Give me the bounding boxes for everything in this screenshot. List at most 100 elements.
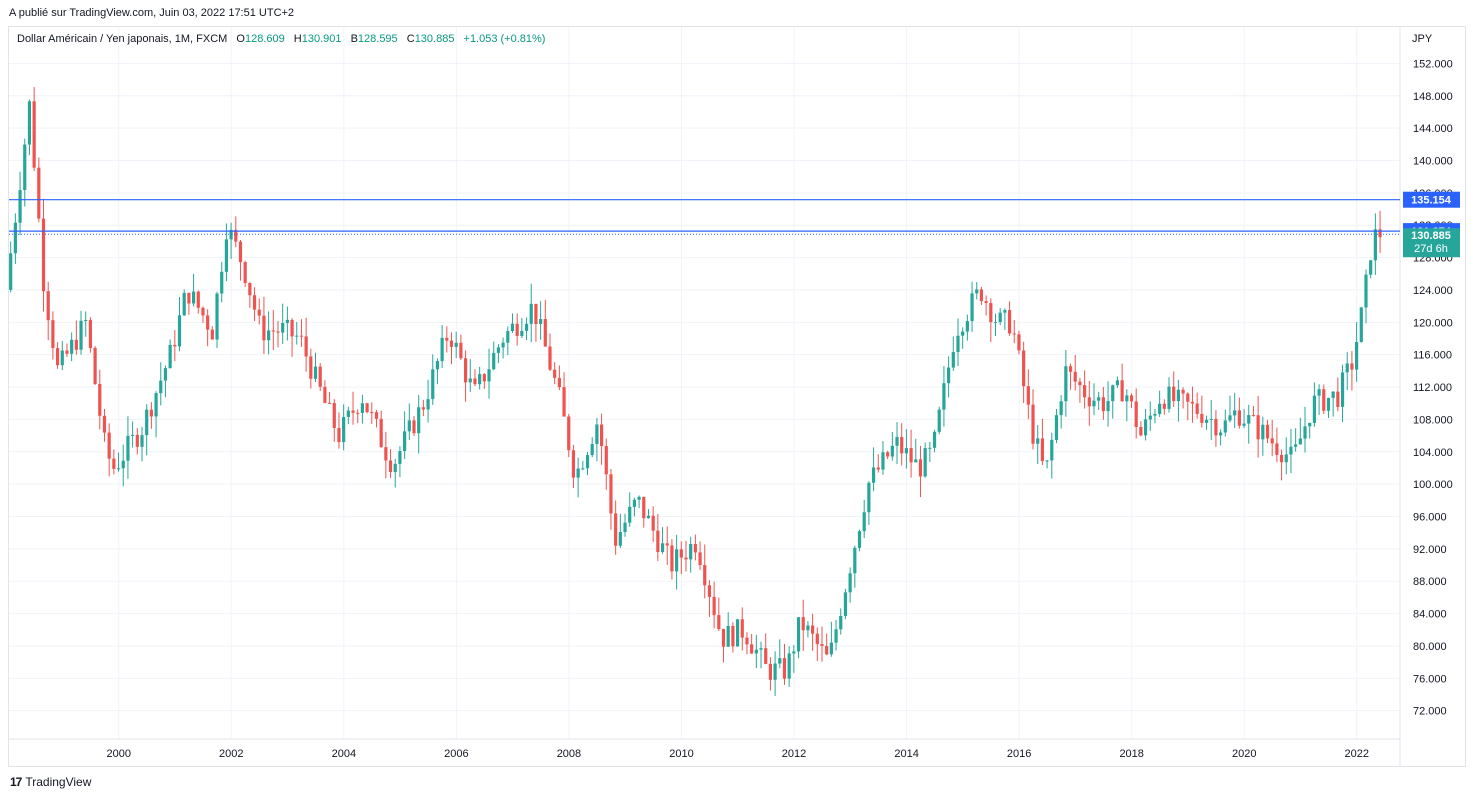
candle	[834, 620, 838, 651]
candle	[1125, 389, 1129, 422]
candle	[1045, 459, 1049, 469]
candle-body	[1279, 454, 1284, 463]
x-tick-label: 2018	[1119, 748, 1143, 760]
candle-body	[942, 383, 946, 410]
candle-body	[539, 319, 543, 324]
candle-body	[1228, 415, 1232, 421]
candle	[1284, 437, 1288, 475]
candle-body	[163, 368, 168, 381]
candle-body	[79, 320, 83, 350]
candle	[1355, 321, 1359, 382]
candle	[79, 310, 83, 355]
candle-body	[1125, 395, 1129, 402]
candle-body	[220, 271, 224, 294]
candle	[693, 534, 697, 561]
candle-body	[731, 626, 735, 647]
candle	[1279, 449, 1284, 481]
grid-lines	[9, 27, 1399, 739]
candle-body	[801, 617, 805, 631]
candle-body	[351, 410, 355, 413]
candle-body	[412, 420, 416, 434]
candle	[801, 599, 805, 651]
candle	[224, 223, 229, 282]
candle-body	[121, 460, 125, 469]
candle	[632, 497, 637, 517]
candle-body	[309, 356, 313, 379]
candle	[984, 295, 988, 316]
x-tick-label: 2000	[106, 748, 130, 760]
candle-body	[689, 544, 693, 560]
candle	[1336, 377, 1340, 412]
candle	[65, 343, 69, 358]
candle-body	[646, 515, 651, 519]
candle	[1223, 409, 1227, 437]
candle-body	[112, 458, 116, 469]
candle	[41, 198, 46, 312]
brand-name: TradingView	[25, 775, 92, 789]
candle	[1209, 399, 1213, 441]
candle-body	[876, 467, 880, 470]
candle	[642, 496, 646, 528]
candle-body	[365, 403, 369, 413]
candle-body	[173, 344, 177, 347]
candle	[421, 399, 425, 417]
symbol-title: Dollar Américain / Yen japonais, 1M, FXC…	[17, 33, 228, 45]
candle-body	[360, 403, 365, 413]
candle	[792, 644, 796, 673]
candle	[13, 213, 17, 264]
candle-body	[614, 513, 618, 546]
candle-body	[487, 369, 491, 382]
candle-body	[553, 369, 557, 378]
candle-body	[703, 565, 707, 586]
candle-body	[834, 629, 838, 643]
candle-body	[496, 347, 501, 353]
candle-body	[271, 330, 275, 332]
candle	[993, 313, 998, 337]
candle	[740, 607, 744, 651]
candle	[989, 298, 993, 343]
candle-body	[262, 315, 266, 341]
candle	[576, 457, 580, 498]
candle	[27, 99, 32, 156]
candle-body	[975, 289, 979, 294]
candle-body	[478, 374, 482, 385]
chart-frame[interactable]	[8, 26, 1466, 767]
candle-body	[1129, 395, 1134, 402]
candle	[726, 612, 730, 647]
candle-body	[463, 358, 468, 383]
candle	[1308, 422, 1312, 439]
candle	[1247, 404, 1251, 444]
candle	[229, 222, 233, 259]
candle	[731, 622, 735, 653]
candle-body	[1294, 444, 1298, 447]
x-tick-label: 2004	[332, 748, 356, 760]
y-tick-label: 112.000	[1413, 382, 1452, 394]
candle	[332, 399, 336, 442]
candle-body	[1036, 438, 1040, 444]
candle	[121, 444, 125, 487]
candle-body	[684, 557, 688, 560]
candle-body	[1242, 423, 1246, 426]
candle-body	[853, 547, 857, 574]
candle-body	[1167, 386, 1171, 409]
candle-body	[506, 331, 510, 343]
footer-branding[interactable]: 17 TradingView	[10, 775, 91, 789]
candle	[1312, 382, 1316, 427]
candle-body	[398, 451, 402, 464]
candle-body	[914, 459, 918, 463]
candle	[1331, 391, 1335, 417]
candle	[370, 402, 374, 424]
candle	[187, 292, 191, 315]
candle	[557, 365, 561, 391]
candle	[689, 536, 693, 573]
candle	[890, 432, 894, 461]
candle	[1106, 381, 1110, 427]
candle	[463, 350, 468, 402]
candle-body	[431, 369, 435, 400]
candle	[32, 87, 36, 172]
candle-body	[1355, 342, 1359, 370]
currency-label: JPY	[1412, 33, 1433, 45]
candle	[271, 310, 275, 351]
candle-body	[51, 320, 55, 349]
